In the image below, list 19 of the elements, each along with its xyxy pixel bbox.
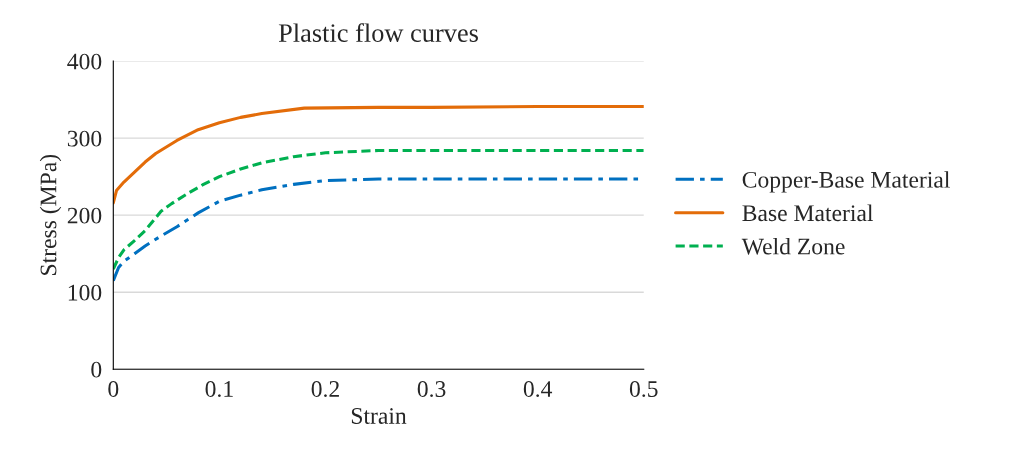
x-tick-label: 0.5 [629, 380, 658, 398]
line-series [113, 148, 644, 271]
y-tick-label: 200 [67, 207, 102, 224]
x-tick-label: 0.4 [523, 380, 553, 398]
x-tick-label: 0.2 [311, 380, 339, 398]
legend-label: Base Material [742, 204, 874, 222]
y-axis-title: Stress (MPa) [39, 154, 62, 275]
x-tick-label: 0.3 [417, 380, 446, 398]
chart-title: Plastic flow curves [278, 23, 478, 42]
x-tick-label: 0.1 [205, 380, 233, 398]
x-axis-title: Strain [351, 408, 407, 424]
line-series [113, 105, 644, 205]
y-tick-label: 0 [91, 361, 102, 378]
y-tick-label: 400 [67, 53, 102, 70]
x-tick-label: 0 [108, 380, 119, 397]
y-tick-label: 300 [67, 130, 102, 147]
legend-label: Copper-Base Material [742, 171, 950, 193]
legend-label: Weld Zone [741, 237, 845, 255]
y-tick-label: 100 [68, 284, 102, 301]
